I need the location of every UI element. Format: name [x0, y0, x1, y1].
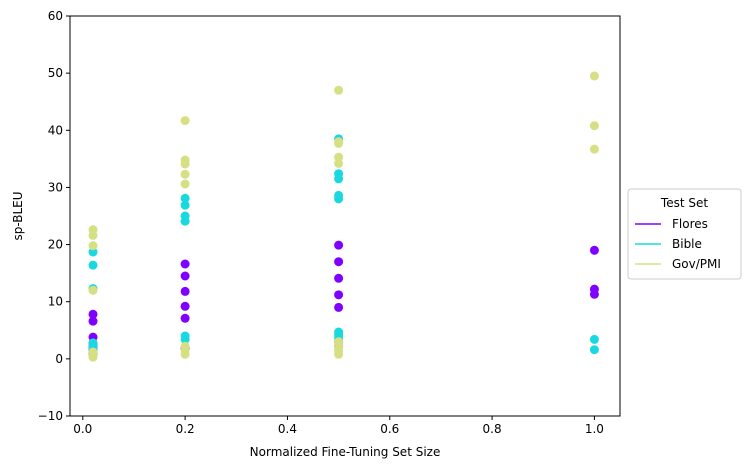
x-tick-label: 0.8 [483, 422, 502, 436]
legend-label: Gov/PMI [672, 257, 721, 271]
data-point-bible [88, 247, 98, 257]
y-tick-label: 0 [55, 352, 63, 366]
data-point-flores [589, 245, 599, 255]
data-point-bible [589, 345, 599, 355]
legend-entries: Flores Bible Gov/PMI [635, 217, 721, 271]
data-point-gov-pmi [180, 116, 190, 126]
data-point-gov-pmi [334, 349, 344, 359]
x-tick-label: 0.4 [278, 422, 297, 436]
legend: Test Set Flores Bible Gov/PMI [627, 188, 742, 280]
data-point-flores [180, 301, 190, 311]
legend-label: Bible [672, 237, 702, 251]
data-point-gov-pmi [180, 169, 190, 179]
data-point-flores [180, 313, 190, 323]
data-point-gov-pmi [334, 158, 344, 168]
y-tick-label: 10 [48, 295, 63, 309]
data-point-gov-pmi [334, 138, 344, 148]
data-point-bible [88, 260, 98, 270]
data-point-flores [334, 302, 344, 312]
plot-area-frame [69, 15, 621, 417]
y-tick-label: 50 [48, 66, 63, 80]
data-point-gov-pmi [589, 71, 599, 81]
data-point-gov-pmi [180, 349, 190, 359]
data-point-gov-pmi [88, 352, 98, 362]
data-point-bible [180, 200, 190, 210]
x-axis-label: Normalized Fine-Tuning Set Size [250, 445, 441, 459]
data-point-flores [334, 240, 344, 250]
data-point-flores [180, 286, 190, 296]
y-tick-label: −10 [38, 409, 63, 423]
legend-label: Flores [672, 217, 708, 231]
data-points [88, 71, 599, 362]
x-tick-label: 0.2 [176, 422, 195, 436]
y-tick-label: 40 [48, 123, 63, 137]
legend-frame [627, 188, 742, 280]
y-tick-label: 60 [48, 9, 63, 23]
data-point-gov-pmi [334, 152, 344, 162]
data-point-flores [334, 273, 344, 283]
data-point-flores [589, 289, 599, 299]
data-point-bible [334, 194, 344, 204]
data-point-bible [334, 174, 344, 184]
data-point-flores [334, 257, 344, 267]
y-tick-label: 30 [48, 180, 63, 194]
data-point-flores [334, 290, 344, 300]
data-point-gov-pmi [589, 121, 599, 131]
data-point-bible [180, 193, 190, 203]
data-point-gov-pmi [88, 241, 98, 251]
x-tick-label: 0.6 [380, 422, 399, 436]
data-point-bible [589, 334, 599, 344]
data-point-gov-pmi [334, 85, 344, 95]
data-point-flores [88, 316, 98, 326]
y-tick-label: 20 [48, 238, 63, 252]
data-point-gov-pmi [180, 179, 190, 189]
y-axis-label: sp-BLEU [11, 191, 25, 240]
data-point-gov-pmi [88, 230, 98, 240]
data-point-gov-pmi [589, 144, 599, 154]
data-point-bible [180, 216, 190, 226]
data-point-bible [180, 334, 190, 344]
data-point-flores [88, 309, 98, 319]
x-tick-label: 1.0 [585, 422, 604, 436]
x-tick-label: 0.0 [73, 422, 92, 436]
x-axis: 0.0 0.2 0.4 0.6 0.8 1.0 [73, 416, 604, 436]
y-axis: −10 0 10 20 30 40 50 60 [38, 9, 70, 423]
legend-title: Test Set [660, 196, 708, 210]
data-point-gov-pmi [88, 285, 98, 295]
data-point-flores [180, 271, 190, 281]
data-point-gov-pmi [180, 159, 190, 169]
data-point-flores [180, 259, 190, 269]
